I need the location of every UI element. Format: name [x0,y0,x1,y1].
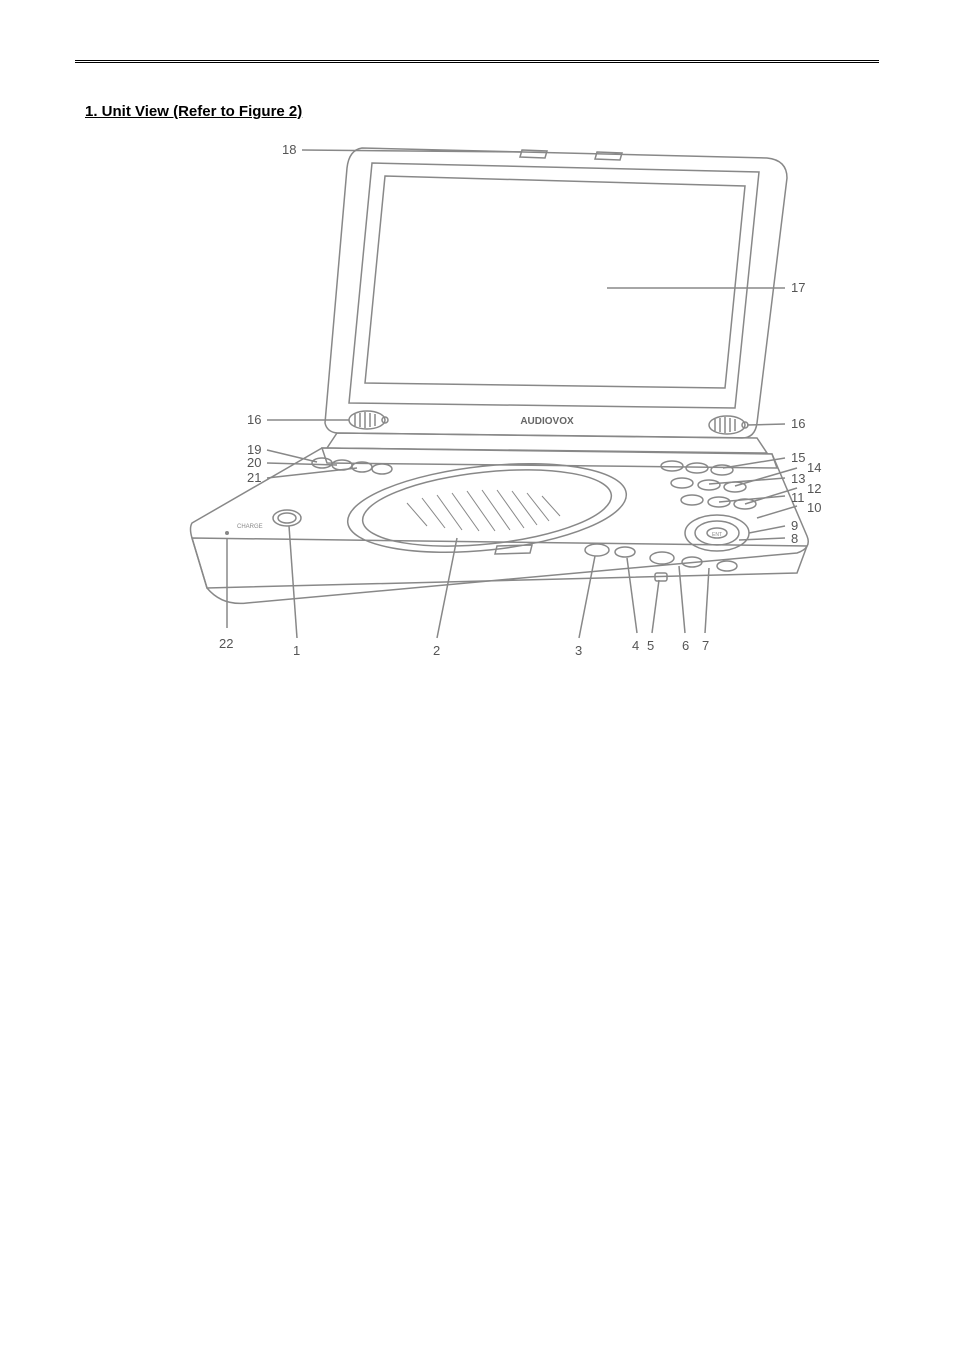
callout-6: 6 [682,638,689,653]
header-rule [75,60,879,63]
callout-2: 2 [433,643,440,658]
diagram-area: AUDIOVOX [127,128,827,688]
callout-4: 4 [632,638,639,653]
callout-18: 18 [282,142,296,157]
callout-7: 7 [702,638,709,653]
callout-21: 21 [247,470,261,485]
callout-10: 10 [807,500,821,515]
callout-16-right: 16 [791,416,805,431]
callout-14: 14 [807,460,821,475]
svg-text:ENT: ENT [712,532,722,538]
callout-3: 3 [575,643,582,658]
callout-12: 12 [807,481,821,496]
callout-20: 20 [247,455,261,470]
callout-8: 8 [791,531,798,546]
callout-22: 22 [219,636,233,651]
svg-text:AUDIOVOX: AUDIOVOX [520,416,574,427]
device-diagram: AUDIOVOX [127,128,827,688]
page-container: 1. Unit View (Refer to Figure 2) [0,0,954,748]
callout-13: 13 [791,471,805,486]
callout-5: 5 [647,638,654,653]
callout-17: 17 [791,280,805,295]
callout-16-left: 16 [247,412,261,427]
callout-11: 11 [791,490,805,505]
callout-15: 15 [791,450,805,465]
section-title: 1. Unit View (Refer to Figure 2) [85,103,879,120]
svg-text:CHARGE: CHARGE [237,524,263,530]
callout-1: 1 [293,643,300,658]
